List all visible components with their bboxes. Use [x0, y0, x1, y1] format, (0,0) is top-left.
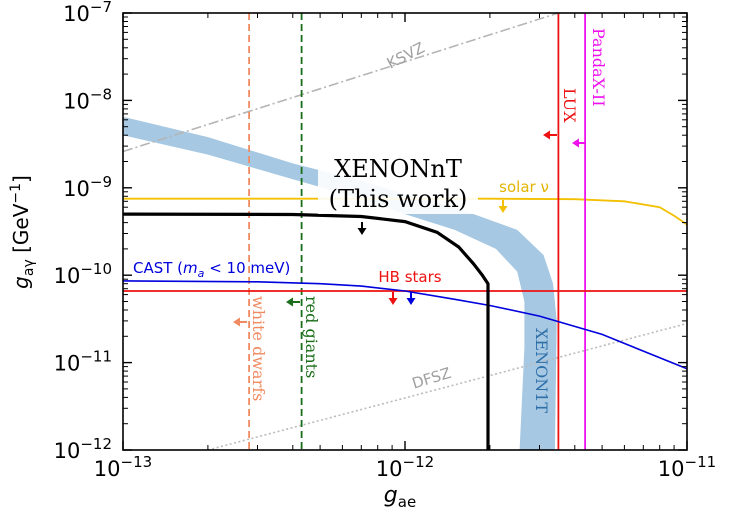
x-tick-label: 10−13 [94, 453, 152, 481]
limit-arrows [233, 130, 586, 327]
cast-label-var: m [183, 259, 198, 277]
red-giants-label: red giants [302, 296, 321, 378]
hb-stars-label: HB stars [378, 268, 441, 286]
xenonnt-arrow [357, 222, 367, 235]
x-tick-label: 10−11 [658, 453, 716, 481]
y-axis-label: gaγ [GeV−1] [8, 175, 37, 289]
ksvz-label: KSVZ [384, 38, 428, 72]
y-tick-label: 10−7 [63, 0, 112, 26]
xenonnt-label-bg [318, 154, 478, 214]
xenon1t-label: XENON1T [532, 328, 551, 413]
tick-labels: 10−13 10−12 10−1110−1210−1110−1010−910−810… [54, 0, 717, 481]
cast-line [123, 280, 687, 370]
axis-ticks [122, 12, 688, 451]
y-axis-label-unit: [GeV [9, 203, 33, 259]
cast-label-suffix: < 10 meV) [204, 259, 290, 277]
solar-nu-label: solar ν [499, 178, 549, 196]
xenonnt-label-line1: XENONnT [334, 155, 462, 183]
xenonnt-line [123, 212, 490, 450]
y-tick-label: 10−8 [63, 85, 112, 113]
hb-stars-arrow-blue [406, 292, 416, 305]
cast-label-prefix: CAST ( [133, 259, 183, 277]
x-tick-label: 10−12 [376, 453, 434, 481]
y-axis-label-unit-exp: −1 [8, 183, 24, 204]
y-tick-label: 10−11 [54, 348, 112, 376]
cast-label-var-sub: a [198, 267, 205, 280]
dfsz-label: DFSZ [410, 364, 453, 393]
ksvz-line [123, 13, 559, 153]
lux-arrow [543, 130, 557, 140]
solar-nu-line [123, 197, 687, 226]
pandax-label: PandaX-II [589, 28, 608, 107]
x-axis-label-main: g [384, 483, 398, 508]
lux-label: LUX [560, 88, 579, 123]
dfsz-line [207, 322, 687, 450]
y-tick-label: 10−12 [54, 435, 112, 463]
y-axis-label-sub: aγ [21, 259, 37, 276]
x-axis-label: gae [384, 483, 416, 510]
red-giants-arrow [286, 297, 300, 307]
pandax-arrow [572, 138, 586, 148]
x-axis-label-sub: ae [398, 493, 416, 510]
y-axis-label-main: g [9, 276, 33, 289]
xenonnt-label-line2: (This work) [329, 185, 468, 213]
y-axis-label-unit-close: ] [9, 175, 33, 183]
y-tick-label: 10−9 [63, 173, 112, 201]
white-dwarfs-arrow [233, 317, 247, 327]
cast-label: CAST (ma < 10 meV) [133, 259, 290, 280]
solar-nu-arrow [498, 200, 508, 213]
y-tick-label: 10−10 [54, 260, 112, 288]
white-dwarfs-label: white dwarfs [249, 296, 268, 401]
hb-stars-arrow-red [388, 292, 398, 305]
